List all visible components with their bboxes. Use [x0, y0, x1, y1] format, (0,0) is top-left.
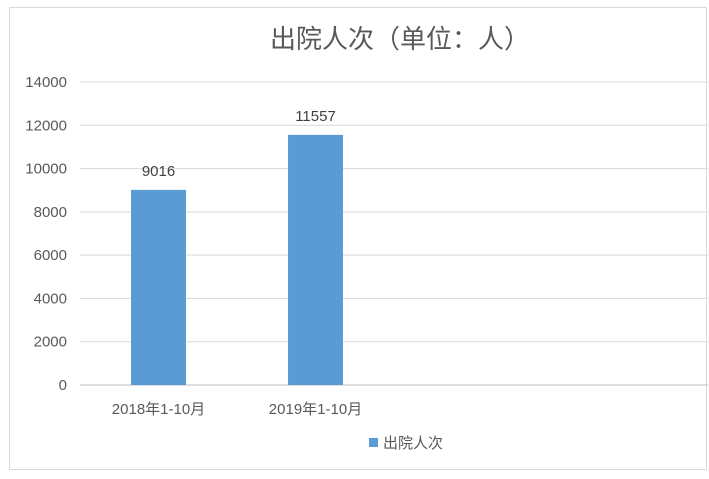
- y-tick-label: 10000: [25, 161, 67, 178]
- x-category-label: 2019年1-10月: [269, 401, 362, 418]
- y-tick-label: 8000: [34, 204, 67, 221]
- x-category-label: 2018年1-10月: [112, 401, 205, 418]
- legend-label: 出院人次: [383, 434, 443, 452]
- legend-swatch: [369, 438, 378, 447]
- y-tick-label: 14000: [25, 74, 67, 91]
- y-tick-label: 0: [59, 377, 67, 394]
- data-label: 9016: [142, 163, 175, 180]
- data-label: 11557: [295, 108, 336, 125]
- chart-frame: [9, 7, 707, 470]
- bar: [288, 134, 343, 385]
- y-tick-label: 2000: [34, 334, 67, 351]
- bar: [131, 189, 186, 385]
- legend: 出院人次: [369, 434, 443, 452]
- y-axis: 0 2000 4000 6000 8000 10000 12000 14000: [25, 74, 67, 394]
- chart-title: 出院人次（单位：人）: [270, 24, 530, 54]
- y-tick-label: 6000: [34, 247, 67, 264]
- bars: 9016 11557: [131, 108, 343, 385]
- x-axis: 2018年1-10月 2019年1-10月: [112, 401, 362, 418]
- y-tick-label: 4000: [34, 290, 67, 307]
- y-tick-label: 12000: [25, 117, 67, 134]
